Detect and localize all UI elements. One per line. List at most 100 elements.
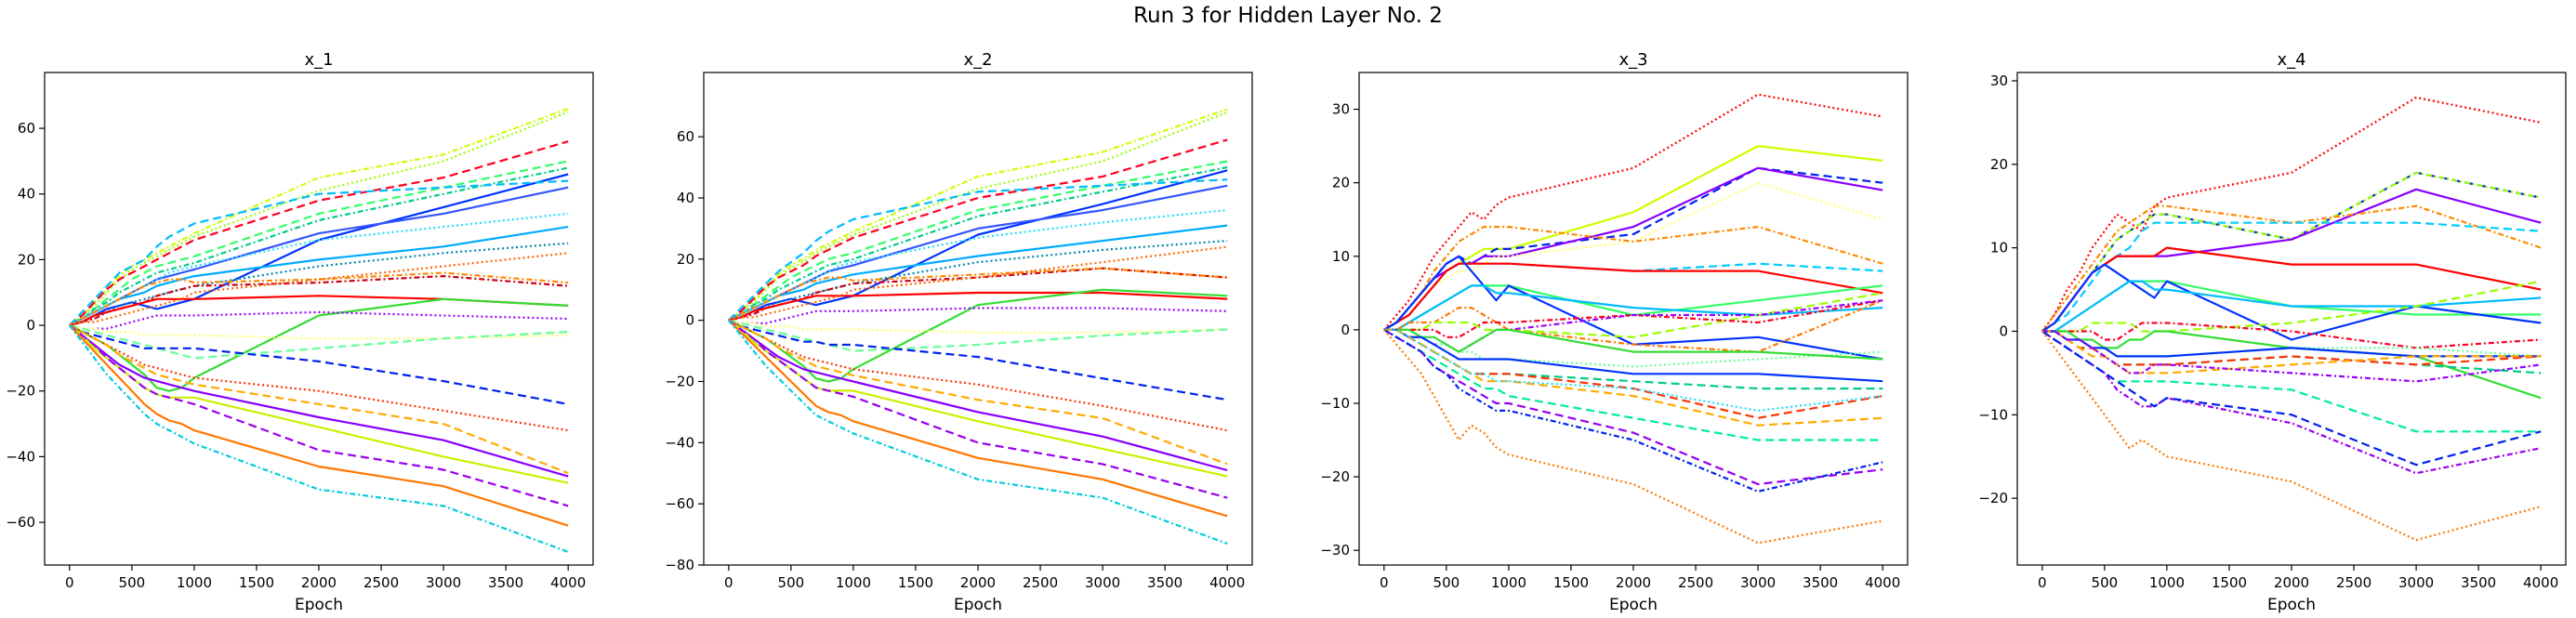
x-tick-label: 1500 — [1553, 574, 1589, 591]
x-axis-label: Epoch — [295, 596, 343, 614]
x-axis-label: Epoch — [954, 596, 1002, 614]
series-line-12 — [1383, 299, 1883, 353]
x-tick-label: 1000 — [836, 574, 871, 591]
series-line-3 — [1383, 166, 1883, 331]
x-tick-label: 2000 — [301, 574, 337, 591]
y-tick-label: −80 — [665, 557, 694, 573]
plot-frame — [44, 72, 594, 566]
y-tick-label: 60 — [677, 128, 694, 145]
series-line-14 — [1383, 299, 1883, 338]
series-line-10 — [2041, 280, 2542, 333]
y-tick-label: 10 — [1332, 248, 1350, 265]
series-line-25 — [1383, 328, 1883, 493]
x-tick-label: 500 — [1433, 574, 1460, 591]
series-line-2 — [1383, 145, 1883, 331]
series-line-21 — [728, 319, 1228, 432]
series-line-3 — [69, 140, 569, 326]
series-line-17 — [1383, 328, 1883, 361]
y-tick-label: 0 — [26, 317, 35, 334]
x-tick-label: 1500 — [239, 574, 274, 591]
panel-title: x_2 — [963, 50, 992, 70]
series-line-19 — [2041, 330, 2542, 383]
series-line-18 — [2041, 330, 2542, 375]
series-line-7 — [728, 184, 1228, 322]
y-tick-label: 0 — [1999, 322, 2008, 339]
x-tick-label: 2500 — [1678, 574, 1713, 591]
x-tick-label: 1500 — [2212, 574, 2247, 591]
x-tick-label: 4000 — [2523, 574, 2558, 591]
y-tick-label: −20 — [6, 383, 35, 400]
series-line-19 — [69, 324, 569, 360]
series-line-10 — [69, 212, 569, 327]
x-tick-label: 3000 — [1085, 574, 1120, 591]
series-line-15 — [728, 288, 1228, 383]
series-line-18 — [728, 319, 1228, 334]
series-line-17 — [728, 245, 1228, 322]
series-line-16 — [728, 307, 1228, 324]
x-axis-label: Epoch — [1609, 596, 1658, 614]
series-line-20 — [2041, 330, 2542, 433]
panel-title: x_3 — [1618, 50, 1647, 70]
series-line-25 — [728, 319, 1228, 499]
y-tick-label: 40 — [677, 190, 694, 206]
x-tick-label: 500 — [778, 574, 805, 591]
x-tick-label: 2500 — [363, 574, 399, 591]
series-line-18 — [1383, 328, 1883, 383]
series-line-2 — [2041, 171, 2542, 333]
y-tick-label: −20 — [1320, 468, 1350, 485]
y-tick-label: 20 — [677, 251, 694, 268]
panel-title: x_1 — [304, 50, 333, 70]
series-group — [1382, 93, 1883, 545]
series-line-12 — [69, 275, 569, 327]
x-tick-label: 4000 — [1209, 574, 1245, 591]
series-line-14 — [69, 295, 569, 327]
y-tick-label: −20 — [665, 373, 694, 389]
series-line-26 — [728, 319, 1228, 518]
series-line-23 — [728, 319, 1228, 472]
series-line-8 — [728, 178, 1228, 322]
x-tick-label: 4000 — [1865, 574, 1900, 591]
series-line-5 — [728, 165, 1228, 322]
series-line-4 — [2041, 188, 2542, 333]
y-tick-label: 60 — [18, 120, 35, 137]
y-tick-label: −10 — [1978, 406, 2008, 423]
series-line-24 — [1383, 328, 1883, 486]
series-line-14 — [728, 291, 1228, 322]
x-tick-label: 3000 — [1740, 574, 1776, 591]
series-line-4 — [69, 160, 569, 327]
x-tick-label: 2000 — [2274, 574, 2309, 591]
y-tick-label: −40 — [665, 434, 694, 451]
series-line-1 — [1382, 93, 1883, 331]
series-line-16 — [2041, 330, 2542, 375]
series-line-1 — [728, 108, 1228, 322]
x-tick-label: 3500 — [1147, 574, 1182, 591]
series-line-5 — [1383, 181, 1883, 331]
series-line-2 — [728, 111, 1228, 322]
panel-title: x_4 — [2277, 50, 2305, 70]
y-tick-label: −20 — [1978, 490, 2008, 506]
series-line-2 — [69, 111, 569, 326]
series-group — [2041, 96, 2542, 542]
series-group — [727, 108, 1228, 546]
series-line-11 — [1383, 284, 1883, 331]
y-tick-label: 40 — [18, 186, 35, 203]
series-line-13 — [69, 271, 569, 327]
series-line-5 — [69, 166, 569, 327]
series-line-6 — [1383, 226, 1883, 331]
series-line-1 — [69, 107, 569, 326]
y-tick-label: 0 — [1341, 322, 1350, 338]
series-line-26 — [69, 324, 569, 527]
series-line-22 — [728, 319, 1228, 466]
series-line-20 — [69, 324, 569, 405]
chart-panel-3: 0 500 1000 1500 2000 2500 3000 3500 4000 −30 −20 −1… — [1320, 50, 1909, 614]
y-tick-label: −40 — [6, 448, 35, 465]
series-line-13 — [728, 267, 1228, 322]
x-tick-label: 1000 — [1491, 574, 1526, 591]
y-tick-label: −30 — [1320, 542, 1350, 559]
x-tick-label: 500 — [2092, 574, 2119, 591]
series-line-5 — [2041, 204, 2542, 333]
series-line-16 — [1383, 328, 1883, 368]
x-tick-label: 2000 — [960, 574, 996, 591]
series-line-9 — [69, 226, 569, 327]
y-tick-label: 0 — [685, 312, 694, 329]
